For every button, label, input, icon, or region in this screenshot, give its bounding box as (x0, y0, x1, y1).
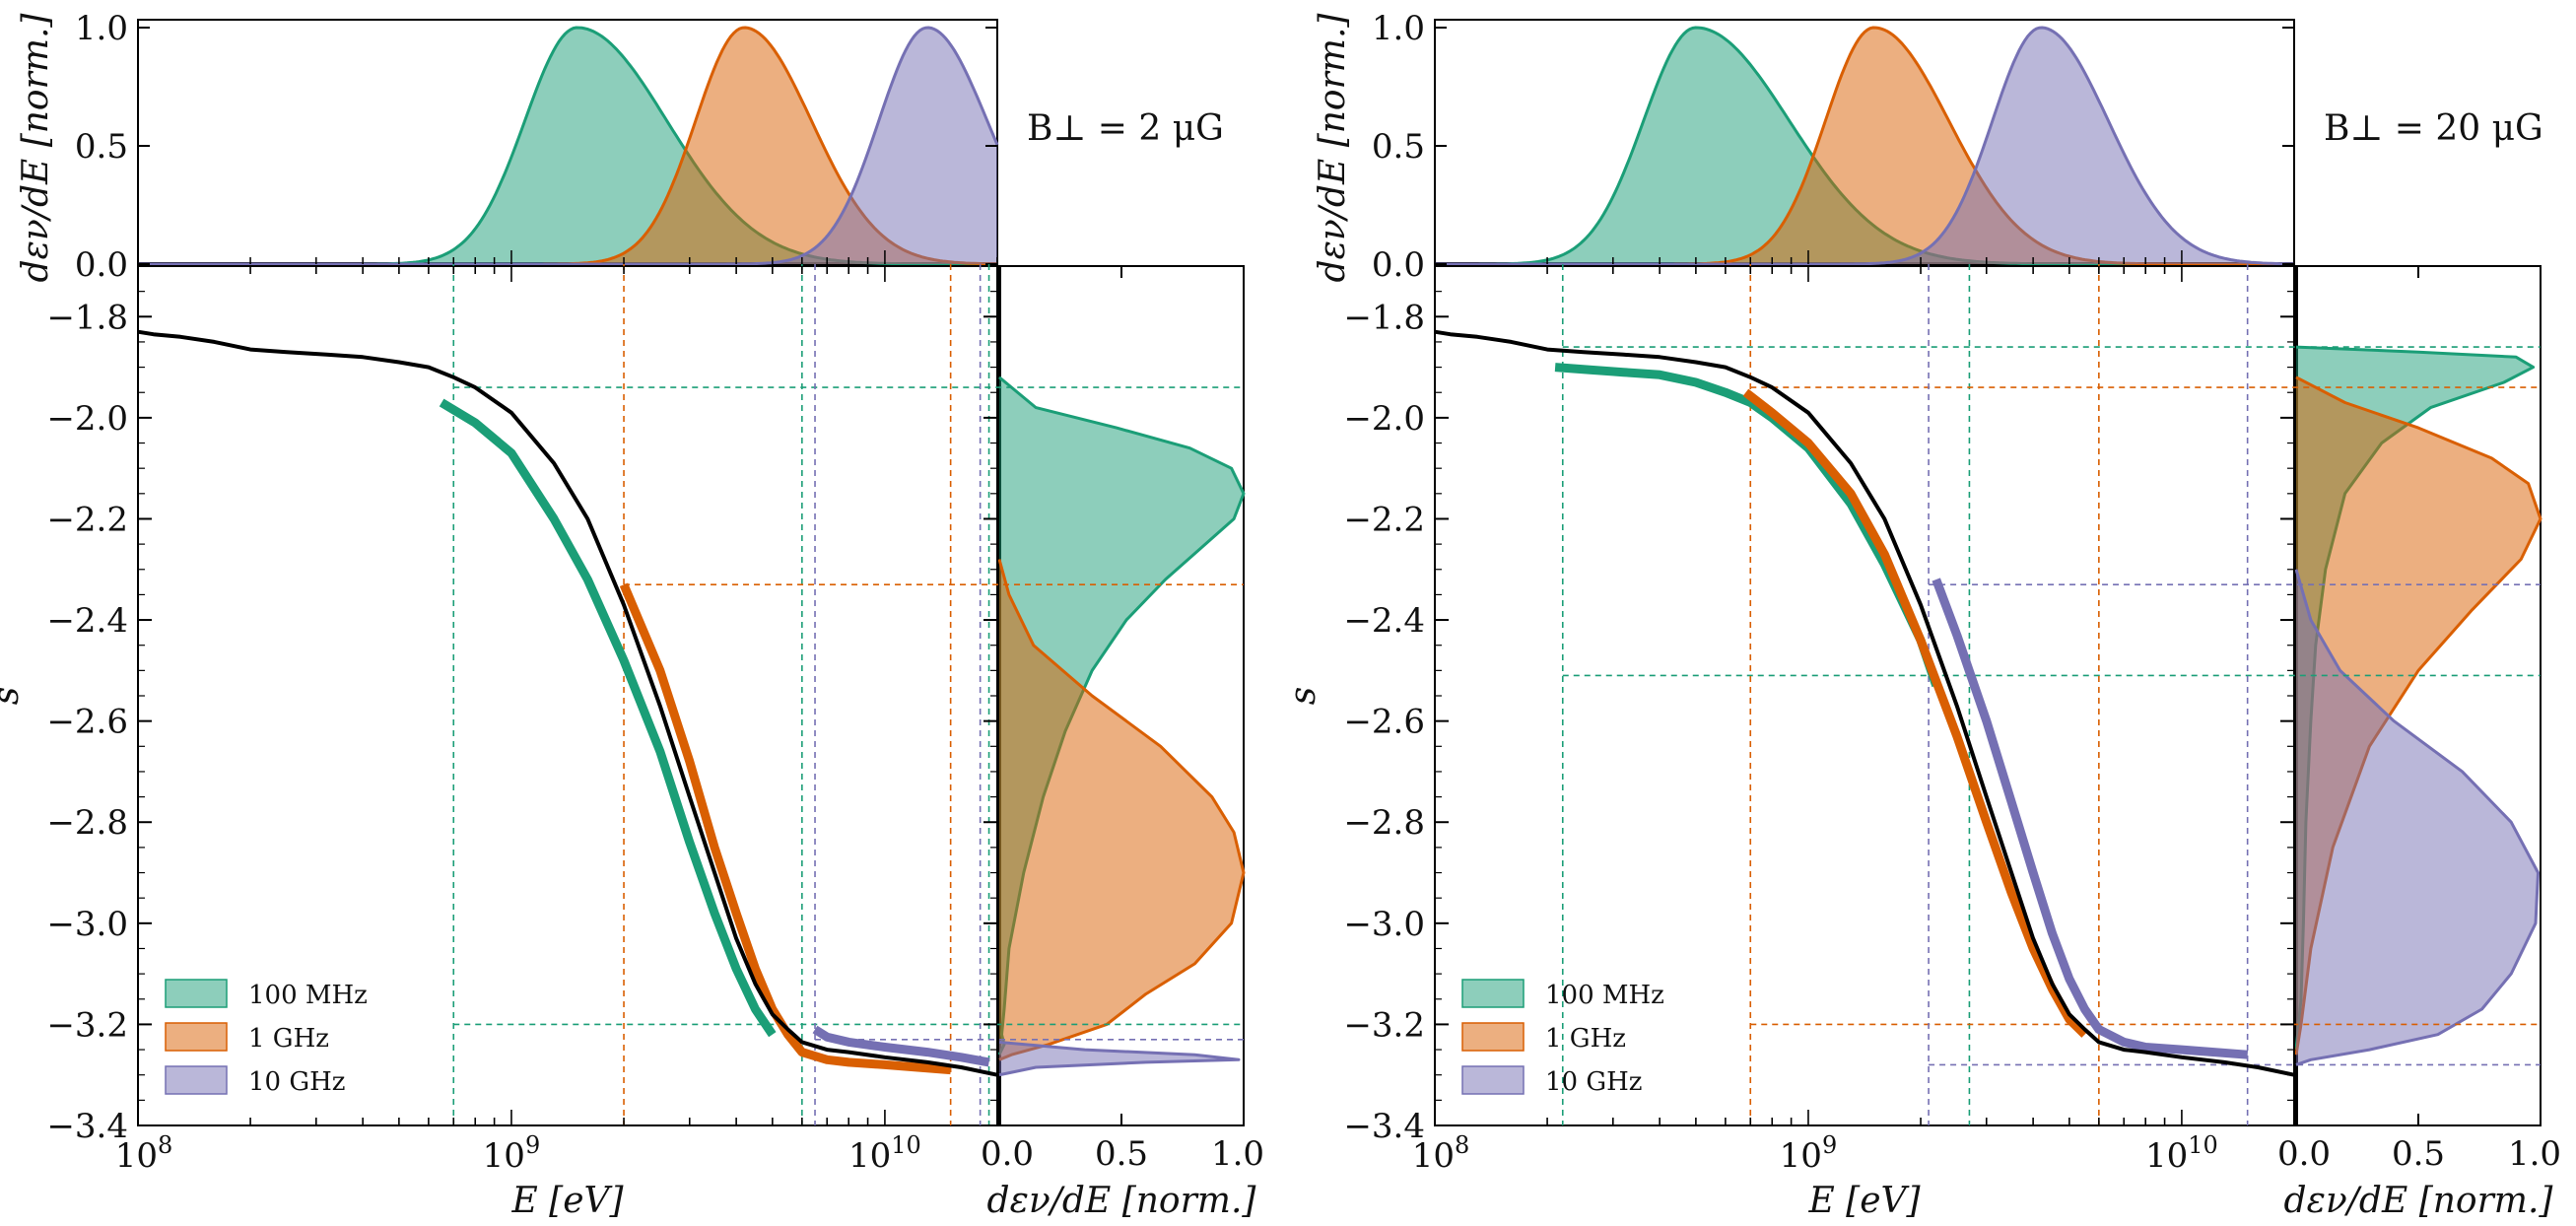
top-ytick-label: 0.0 (75, 245, 128, 285)
main-ytick-label: −2.4 (1343, 601, 1425, 641)
main-ytick-label: −2.8 (46, 803, 128, 843)
segment-1-GHz (624, 584, 951, 1069)
panel-right: 0.0 0.5 1.0 dεν/dE [norm.] B⊥ = 20 μG 0.0 0.5 1… (1283, 9, 2561, 1221)
top-ylabel: dεν/dE [norm.] (1313, 13, 1353, 283)
figure: 0.0 0.5 1.0 dεν/dE [norm.] B⊥ = 2 μG 0.0 0.5 1.… (0, 0, 2576, 1226)
top-ytick-label: 0.5 (1372, 127, 1425, 167)
main-ytick-label: −2.8 (1343, 803, 1425, 843)
main-ytick-label: −1.8 (1343, 298, 1425, 337)
legend-swatch-100-MHz (1462, 980, 1524, 1007)
side-xtick-label: 0.5 (1095, 1134, 1148, 1174)
legend-label: 10 GHz (1545, 1067, 1643, 1097)
segment-100-MHz (1555, 368, 1936, 686)
side-xtick-label: 0.0 (981, 1134, 1034, 1174)
side-xtick-label: 0.0 (2277, 1134, 2331, 1174)
side-spectrum-panel: 0.0 0.5 1.0 dεν/dE [norm.] (981, 266, 1264, 1221)
main-ylabel: s (1283, 687, 1323, 705)
black-total-curve (138, 332, 997, 1075)
legend-label: 1 GHz (1545, 1024, 1626, 1054)
top-ylabel: dεν/dE [norm.] (16, 13, 56, 283)
main-ytick-label: −3.2 (46, 1005, 128, 1045)
main-xlabel: E [eV] (510, 1181, 624, 1221)
main-xlabel: E [eV] (1807, 1181, 1921, 1221)
legend: 100 MHz 1 GHz 10 GHz (166, 980, 368, 1097)
legend-label: 100 MHz (248, 981, 368, 1010)
main-xtick-label: 109 (1780, 1131, 1838, 1176)
black-total-curve (1435, 332, 2294, 1075)
main-xtick-label: 109 (483, 1131, 541, 1176)
top-ytick-label: 1.0 (1372, 9, 1425, 48)
side-fill-10-GHz (999, 1042, 1239, 1074)
main-ytick-label: −2.6 (1343, 703, 1425, 742)
legend-label: 10 GHz (248, 1067, 346, 1097)
bfield-annotation: B⊥ = 2 μG (1027, 108, 1224, 149)
top-ytick-label: 0.0 (1372, 245, 1425, 285)
side-spectrum-panel: 0.0 0.5 1.0 dεν/dE [norm.] (2277, 266, 2561, 1221)
top-ytick-label: 1.0 (75, 9, 128, 48)
legend: 100 MHz 1 GHz 10 GHz (1462, 980, 1664, 1097)
main-xtick-label: 1010 (848, 1131, 921, 1176)
legend-label: 100 MHz (1545, 981, 1664, 1010)
main-xtick-label: 1010 (2145, 1131, 2218, 1176)
main-xtick-label: 108 (115, 1131, 173, 1176)
main-xtick-label: 108 (1412, 1131, 1470, 1176)
main-ytick-label: −2.2 (1343, 500, 1425, 539)
bfield-annotation: B⊥ = 20 μG (2324, 108, 2543, 149)
top-spectrum-panel: 0.0 0.5 1.0 dεν/dE [norm.] (16, 9, 997, 285)
segment-100-MHz (441, 403, 773, 1035)
legend-swatch-1-GHz (166, 1023, 227, 1051)
main-ytick-label: −3.0 (46, 905, 128, 944)
side-xlabel: dεν/dE [norm.] (2284, 1181, 2554, 1221)
legend-label: 1 GHz (248, 1024, 329, 1054)
top-spectrum-panel: 0.0 0.5 1.0 dεν/dE [norm.] (1313, 9, 2294, 285)
legend-swatch-100-MHz (166, 980, 227, 1007)
side-xtick-label: 1.0 (1211, 1134, 1264, 1174)
panel-left: 0.0 0.5 1.0 dεν/dE [norm.] B⊥ = 2 μG 0.0 0.5 1.… (0, 9, 1264, 1221)
main-ytick-label: −3.2 (1343, 1005, 1425, 1045)
main-ytick-label: −2.2 (46, 500, 128, 539)
main-ytick-label: −2.0 (1343, 399, 1425, 439)
side-xtick-label: 0.5 (2392, 1134, 2445, 1174)
main-ytick-label: −2.0 (46, 399, 128, 439)
legend-swatch-10-GHz (166, 1066, 227, 1094)
legend-swatch-10-GHz (1462, 1066, 1524, 1094)
side-xtick-label: 1.0 (2508, 1134, 2561, 1174)
top-ytick-label: 0.5 (75, 127, 128, 167)
main-ytick-label: −2.6 (46, 703, 128, 742)
side-xlabel: dεν/dE [norm.] (987, 1181, 1257, 1221)
legend-swatch-1-GHz (1462, 1023, 1524, 1051)
main-ylabel: s (0, 687, 27, 705)
main-ytick-label: −2.4 (46, 601, 128, 641)
main-ytick-label: −3.0 (1343, 905, 1425, 944)
main-ytick-label: −1.8 (46, 298, 128, 337)
